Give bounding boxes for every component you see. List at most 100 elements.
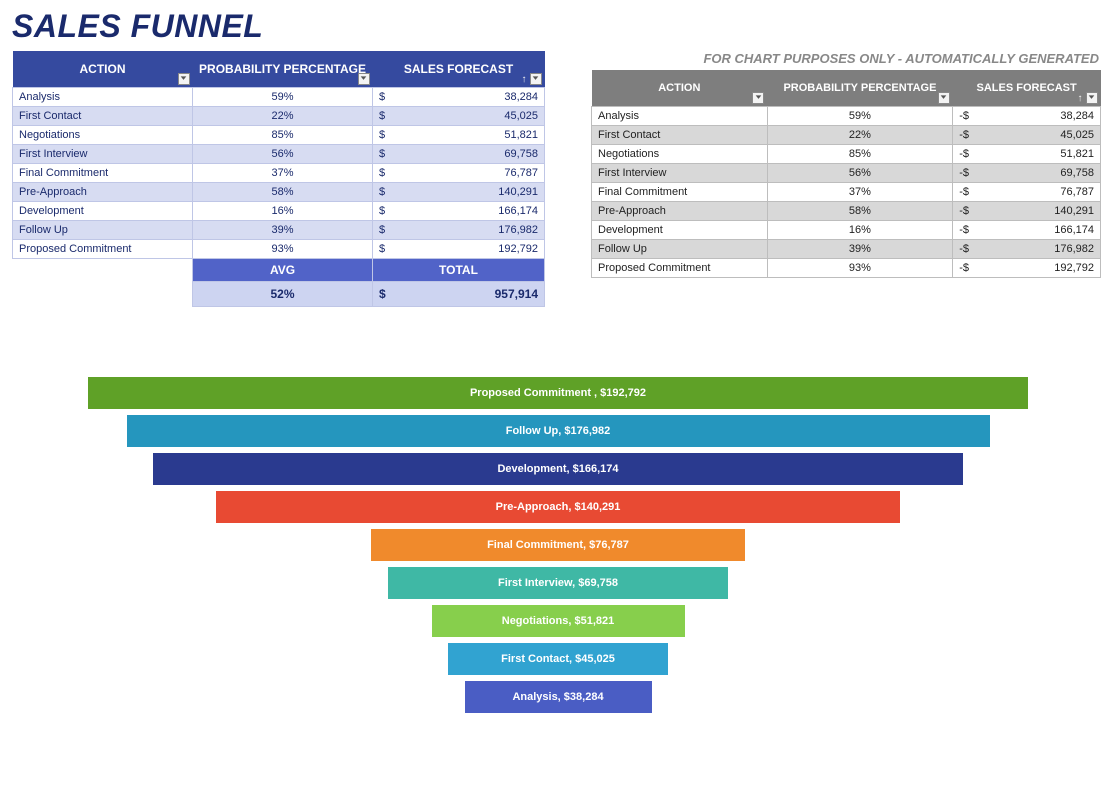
cell-action: Final Commitment [592,182,768,201]
col-header-probability[interactable]: PROBABILITY PERCENTAGE [767,70,953,106]
funnel-chart: Proposed Commitment , $192,792 Follow Up,… [12,377,1104,713]
cell-probability: 56% [767,163,953,182]
cell-probability: 22% [767,125,953,144]
cell-action: First Interview [13,144,193,163]
funnel-bar-label: Proposed Commitment , $192,792 [470,387,646,399]
cell-probability: 59% [767,106,953,125]
cell-action: Analysis [592,106,768,125]
table-row: Proposed Commitment93%192,792 [13,239,545,258]
col-header-forecast[interactable]: SALES FORECAST ↑ [953,70,1101,106]
funnel-bar: Follow Up, $176,982 [127,415,990,447]
cell-forecast: 38,284 [373,87,545,106]
cell-action: Proposed Commitment [592,258,768,277]
cell-forecast: 45,025 [373,106,545,125]
filter-icon[interactable] [938,92,950,104]
col-header-action[interactable]: ACTION [592,70,768,106]
col-header-action-label: ACTION [80,62,126,76]
filter-icon[interactable] [1086,92,1098,104]
col-header-probability[interactable]: PROBABILITY PERCENTAGE [193,51,373,87]
funnel-bar-label: Negotiations, $51,821 [502,615,615,627]
table-row: Development16%166,174 [13,201,545,220]
cell-probability: 37% [193,163,373,182]
cell-forecast: 192,792 [953,258,1101,277]
cell-probability: 59% [193,87,373,106]
table-row: Pre-Approach58%140,291 [592,201,1101,220]
cell-probability: 22% [193,106,373,125]
funnel-bar: First Contact, $45,025 [448,643,668,675]
col-header-forecast[interactable]: SALES FORECAST ↑ [373,51,545,87]
cell-probability: 93% [193,239,373,258]
col-header-forecast-label: SALES FORECAST [404,62,513,76]
funnel-bar-label: Follow Up, $176,982 [506,425,611,437]
table-row: First Interview56%69,758 [13,144,545,163]
filter-icon[interactable] [530,73,542,85]
table-row: Follow Up39%176,982 [592,239,1101,258]
sort-asc-icon: ↑ [1078,93,1083,104]
cell-probability: 37% [767,182,953,201]
funnel-bar: Analysis, $38,284 [465,681,652,713]
page-title: SALES FUNNEL [12,8,1104,45]
sales-funnel-table: ACTION PROBABILITY PERCENTAGE SALES FORE… [12,51,545,307]
cell-action: Analysis [13,87,193,106]
cell-action: Development [13,201,193,220]
filter-icon[interactable] [358,73,370,85]
cell-forecast: 166,174 [953,220,1101,239]
funnel-bar: Proposed Commitment , $192,792 [88,377,1028,409]
table-row: Negotiations85%51,821 [592,144,1101,163]
table-row: Analysis59%38,284 [13,87,545,106]
filter-icon[interactable] [752,92,764,104]
funnel-bar: Development, $166,174 [153,453,963,485]
funnel-bar: Final Commitment, $76,787 [371,529,745,561]
cell-probability: 56% [193,144,373,163]
cell-forecast: 38,284 [953,106,1101,125]
table-row: Final Commitment37%76,787 [592,182,1101,201]
cell-action: First Interview [592,163,768,182]
cell-forecast: 69,758 [373,144,545,163]
cell-action: Pre-Approach [592,201,768,220]
cell-action: Follow Up [13,220,193,239]
cell-probability: 58% [767,201,953,220]
cell-probability: 85% [767,144,953,163]
funnel-bar-label: Development, $166,174 [497,463,618,475]
cell-action: Development [592,220,768,239]
cell-forecast: 76,787 [953,182,1101,201]
cell-forecast: 176,982 [373,220,545,239]
cell-action: Follow Up [592,239,768,258]
cell-probability: 39% [767,239,953,258]
table-row: Final Commitment37%76,787 [13,163,545,182]
summary-total-value: 957,914 [373,281,545,306]
funnel-bar-label: Analysis, $38,284 [512,691,603,703]
summary-avg-label: AVG [193,258,373,281]
cell-action: Pre-Approach [13,182,193,201]
cell-forecast: 51,821 [953,144,1101,163]
col-header-probability-label: PROBABILITY PERCENTAGE [199,62,366,76]
cell-forecast: 192,792 [373,239,545,258]
col-header-forecast-label: SALES FORECAST [977,82,1077,94]
col-header-action-label: ACTION [658,82,700,94]
filter-icon[interactable] [178,73,190,85]
cell-forecast: 140,291 [373,182,545,201]
right-table-container: FOR CHART PURPOSES ONLY - AUTOMATICALLY … [591,51,1101,278]
chart-data-table: ACTION PROBABILITY PERCENTAGE SALES FORE… [591,70,1101,278]
table-row: Negotiations85%51,821 [13,125,545,144]
cell-forecast: 166,174 [373,201,545,220]
funnel-bar-label: Final Commitment, $76,787 [487,539,629,551]
cell-probability: 85% [193,125,373,144]
col-header-probability-label: PROBABILITY PERCENTAGE [783,82,936,94]
cell-forecast: 176,982 [953,239,1101,258]
table-row: Development16%166,174 [592,220,1101,239]
funnel-bar: First Interview, $69,758 [388,567,728,599]
col-header-action[interactable]: ACTION [13,51,193,87]
cell-probability: 16% [767,220,953,239]
cell-action: First Contact [13,106,193,125]
cell-probability: 58% [193,182,373,201]
cell-forecast: 51,821 [373,125,545,144]
sort-asc-icon: ↑ [522,74,527,85]
summary-avg-value: 52% [193,281,373,306]
cell-action: Negotiations [592,144,768,163]
summary-total-label: TOTAL [373,258,545,281]
funnel-bar: Negotiations, $51,821 [432,605,685,637]
funnel-bar: Pre-Approach, $140,291 [216,491,900,523]
table-row: First Contact22%45,025 [13,106,545,125]
funnel-bar-label: First Contact, $45,025 [501,653,615,665]
